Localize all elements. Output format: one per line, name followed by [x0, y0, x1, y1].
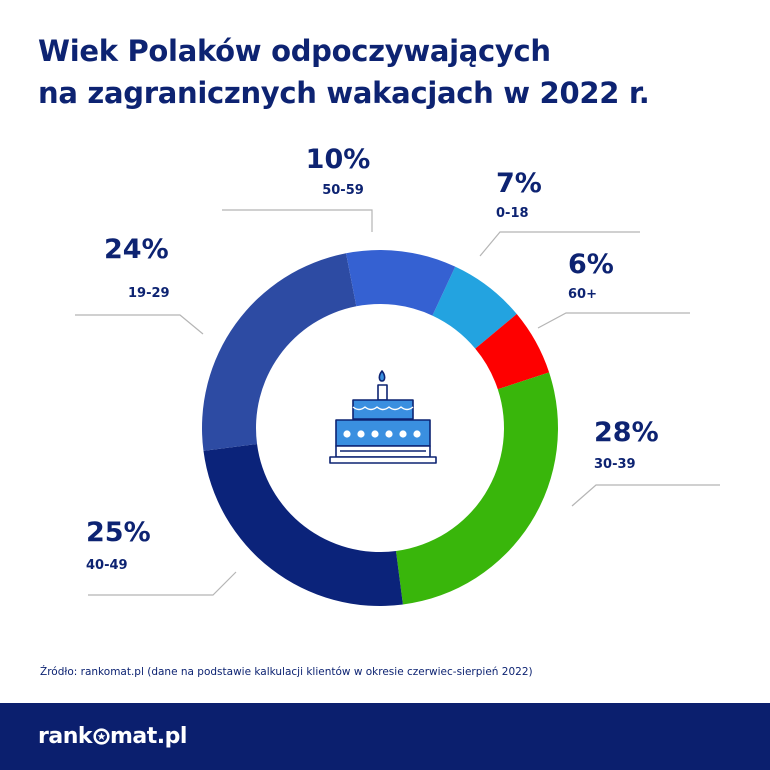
birthday-cake-icon — [329, 370, 437, 464]
source-note: Źródło: rankomat.pl (dane na podstawie k… — [40, 666, 533, 678]
chart-title-line-2: na zagranicznych wakacjach w 2022 r. — [38, 76, 650, 110]
category-label-30-39: 30-39 — [594, 457, 636, 472]
logo-text-end: mat.pl — [110, 724, 187, 749]
category-label-60-plus: 60+ — [568, 287, 597, 302]
logo-text-start: rank — [38, 724, 93, 749]
data-label-50-59: 10% — [306, 144, 371, 175]
star-o-icon — [92, 728, 110, 745]
donut-slice-0-18 — [432, 266, 517, 349]
donut-slice-40-49 — [203, 443, 403, 606]
data-label-40-49: 25% — [86, 517, 151, 548]
donut-slices — [201, 249, 559, 606]
donut-chart: 10% 50-59 7% 0-18 6% 60+ 28% 30-39 25% 4… — [75, 144, 720, 606]
donut-slice-19-29 — [201, 253, 357, 451]
category-label-40-49: 40-49 — [86, 558, 128, 573]
leader-line-60-plus — [537, 312, 690, 329]
leader-line-0-18 — [479, 231, 640, 257]
category-label-50-59: 50-59 — [322, 183, 364, 198]
leader-line-30-39 — [571, 484, 720, 507]
chart-title: Wiek Polaków odpoczywających na zagranic… — [38, 30, 650, 114]
data-label-30-39: 28% — [594, 417, 659, 448]
donut-slice-30-39 — [395, 372, 559, 605]
donut-slice-50-59 — [346, 249, 456, 316]
chart-title-line-1: Wiek Polaków odpoczywających — [38, 34, 551, 68]
rankomat-logo: rank mat.pl — [38, 724, 187, 749]
footer-bar: rank mat.pl — [0, 703, 770, 770]
data-label-0-18: 7% — [496, 168, 542, 199]
category-label-0-18: 0-18 — [496, 206, 529, 221]
leader-line-50-59 — [222, 209, 373, 232]
leader-lines — [75, 209, 720, 596]
category-label-19-29: 19-29 — [128, 286, 170, 301]
leader-line-19-29 — [75, 314, 204, 335]
data-label-60-plus: 6% — [568, 249, 614, 280]
leader-line-40-49 — [88, 571, 237, 596]
data-label-19-29: 24% — [104, 234, 169, 265]
chart-labels: 10% 50-59 7% 0-18 6% 60+ 28% 30-39 25% 4… — [86, 144, 659, 573]
donut-slice-60-plus — [475, 314, 550, 390]
